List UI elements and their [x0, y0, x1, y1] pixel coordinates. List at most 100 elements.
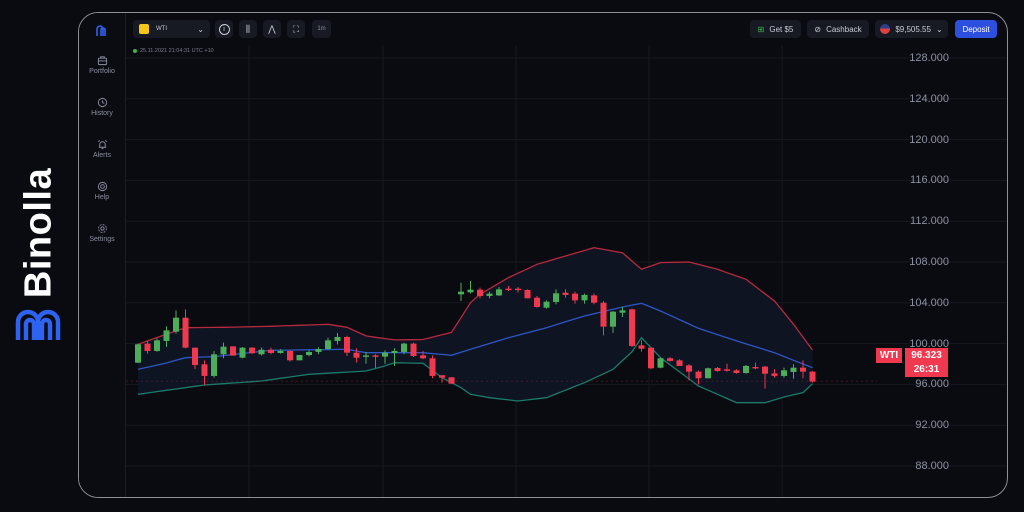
deposit-button[interactable]: Deposit [955, 20, 997, 38]
asset-price-tag: WTI [876, 348, 902, 363]
candle-body [230, 346, 236, 356]
cashback-button[interactable]: ⊘ Cashback [807, 20, 869, 38]
y-tick-label: 108.000 [909, 256, 949, 268]
asset-selector[interactable]: WTI ⌄ [133, 20, 210, 38]
candle-body [163, 330, 170, 341]
sidebar-item-label: Portfolio [89, 68, 115, 75]
candle-countdown: 26:31 [913, 364, 940, 375]
candle-body [619, 310, 626, 313]
candle-body [629, 309, 635, 346]
y-tick-label: 104.000 [909, 296, 949, 309]
sidebar-item-settings[interactable]: Settings [79, 223, 125, 243]
candle-body [477, 289, 483, 296]
candle-body [572, 293, 578, 301]
sidebar-item-label: Help [94, 194, 110, 201]
upper-band-line [137, 247, 814, 351]
candle-body [173, 317, 179, 332]
candle-body [287, 350, 293, 361]
candle-body [543, 301, 550, 308]
chart-type-button[interactable]: ⫼ [239, 20, 257, 38]
candle-body [600, 302, 607, 327]
sidebar-item-portfolio[interactable]: Portfolio [79, 55, 125, 75]
chevron-down-icon: ⌄ [935, 24, 943, 34]
drawing-tools-button[interactable]: ⋀ [263, 20, 281, 38]
get-bonus-button[interactable]: ⊞ Get $5 [750, 20, 801, 38]
toolbar: WTI ⌄ i ⫼ ⋀ ⛶ 1m ⊞ Get $5 ⊘ Cashback $9,50… [126, 13, 1007, 45]
candle-body [505, 288, 512, 291]
candle-body [306, 351, 312, 356]
briefcase-icon [97, 56, 107, 66]
candle-body [581, 294, 588, 301]
candle-body [591, 295, 597, 303]
candle-body [648, 347, 654, 369]
candle-body [239, 347, 246, 358]
candle-body [467, 289, 474, 293]
candle-body [800, 367, 806, 372]
candle-body [781, 370, 787, 376]
band-fill [138, 247, 813, 403]
candle-body [733, 370, 740, 373]
candle-body [258, 349, 265, 355]
status-dot-icon [133, 49, 137, 53]
candle-body [420, 355, 426, 359]
oil-icon [139, 24, 149, 34]
sidebar-item-history[interactable]: History [79, 97, 125, 117]
indicators-icon: ⛶ [292, 23, 300, 34]
candle-body [410, 343, 417, 356]
candle-body [315, 349, 322, 352]
candle-body [667, 358, 673, 361]
server-time: 25.11.2021 21:04:31 UTC +10 [133, 48, 214, 54]
candle-body [790, 367, 797, 372]
sidebar-item-help[interactable]: Help [79, 181, 125, 201]
candle-body [448, 377, 455, 384]
candle-body [277, 350, 284, 353]
candle-body [154, 340, 160, 351]
candle-body [268, 349, 274, 353]
y-tick-label: 96.000 [915, 378, 949, 391]
indicators-button[interactable]: ⛶ [287, 20, 305, 38]
y-tick-label: 124.000 [909, 92, 949, 105]
balance-selector[interactable]: $9,505.55 ⌄ [875, 20, 948, 38]
bell-icon [97, 140, 107, 150]
candle-body [249, 347, 255, 354]
candle-body [220, 346, 227, 355]
candles-icon: ⫼ [245, 23, 251, 34]
brand-name: Binolla [17, 167, 60, 299]
timeframe-button[interactable]: 1m [312, 20, 331, 38]
binolla-logo-icon[interactable] [95, 25, 107, 37]
candle-body [458, 291, 464, 295]
y-tick-label: 92.000 [915, 419, 949, 432]
candle-body [429, 358, 436, 376]
lower-band-line [137, 336, 813, 404]
gear-icon [97, 224, 107, 233]
get-bonus-label: Get $5 [769, 24, 794, 34]
candle-body [401, 343, 407, 352]
candle-body [686, 365, 692, 372]
info-icon: i [218, 23, 230, 35]
candle-body [657, 358, 664, 368]
candle-body [192, 347, 198, 366]
cashback-icon: ⊘ [814, 24, 822, 34]
sidebar-item-label: Settings [89, 236, 115, 243]
candle-body [714, 367, 721, 372]
candle-body [353, 352, 360, 358]
candle-body [771, 373, 778, 376]
candle-body [325, 340, 331, 350]
price-chart[interactable] [79, 13, 1007, 497]
candle-body [144, 343, 151, 351]
cashback-label: Cashback [826, 24, 862, 34]
chevron-down-icon: ⌄ [197, 24, 204, 34]
candle-body [676, 360, 683, 366]
candle-body [439, 375, 445, 378]
candle-body [638, 345, 645, 349]
y-tick-label: 128.000 [909, 52, 949, 64]
candle-body [496, 289, 502, 296]
gift-icon: ⊞ [757, 24, 765, 34]
candle-body [382, 352, 388, 357]
info-button[interactable]: i [215, 20, 233, 38]
sidebar-item-alerts[interactable]: Alerts [79, 139, 125, 159]
candle-body [201, 364, 208, 376]
trading-window: Portfolio History Alerts Help Settings W… [78, 12, 1008, 498]
sidebar-item-label: History [91, 110, 113, 117]
candle-body [135, 344, 141, 363]
